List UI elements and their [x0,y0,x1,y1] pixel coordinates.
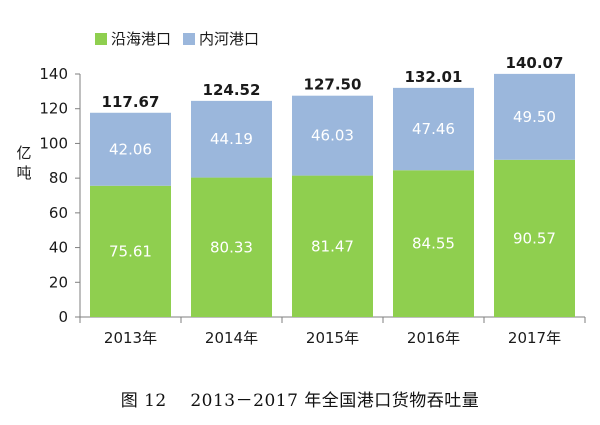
data-label-inland: 46.03 [311,127,354,145]
data-label-coastal: 75.61 [109,242,152,260]
bar-segment-coastal [90,185,171,317]
x-tick-label: 2015年 [306,329,359,347]
y-axis-label-char: 吨 [16,164,31,182]
bar-segment-coastal [494,159,575,317]
data-label-total: 124.52 [203,81,261,99]
bar-segment-inland [292,95,373,176]
bar-segment-inland [393,87,474,171]
legend-swatch-inland [183,33,195,45]
y-tick-label: 20 [49,273,68,291]
y-tick-label: 100 [39,134,68,152]
data-labels: 75.61 42.06 117.67 80.33 44.19 124.52 81.47 46.… [102,54,564,261]
x-tick-label: 2016年 [407,329,460,347]
y-tick-label: 140 [39,65,68,83]
bars [90,73,575,317]
x-tick-label: 2013年 [104,329,157,347]
axes: 0 20 40 60 80 100 120 140 亿吨 2013年 2014年 2015年 2016年… [16,65,586,347]
bar-segment-inland [90,112,171,186]
x-tick-label: 2017年 [508,329,561,347]
figure-caption: 图 12 2013－2017 年全国港口货物吞吐量 [0,386,600,411]
data-label-coastal: 81.47 [311,237,354,255]
y-axis-label: 亿吨 [16,144,31,182]
data-label-coastal: 80.33 [210,238,253,256]
bar-segment-coastal [292,175,373,317]
data-label-inland: 49.50 [513,108,556,126]
figure-title: 2013－2017 年全国港口货物吞吐量 [190,391,480,411]
data-label-coastal: 84.55 [412,235,455,253]
data-label-coastal: 90.57 [513,229,556,247]
data-label-total: 127.50 [304,76,362,94]
legend-label-coastal: 沿海港口 [111,30,171,48]
bar-segment-inland [494,73,575,160]
legend-swatch-coastal [95,33,107,45]
bar-segment-inland [191,100,272,178]
legend: 沿海港口 内河港口 [95,30,259,48]
bar-segment-coastal [393,170,474,317]
bar-segment-coastal [191,177,272,317]
y-tick-label: 40 [49,239,68,257]
y-axis-label-char: 亿 [16,144,31,162]
data-label-total: 117.67 [102,93,160,111]
y-tick-label: 60 [49,204,68,222]
y-tick-label: 0 [58,308,68,326]
data-label-inland: 47.46 [412,120,455,138]
y-tick-label: 80 [49,169,68,187]
y-tick-label: 120 [39,100,68,118]
stacked-bar-chart: 沿海港口 内河港口 0 20 40 60 80 100 120 140 亿吨 2013年 2014年 2… [16,30,586,347]
figure-number: 图 12 [120,391,167,411]
x-tick-label: 2014年 [205,329,258,347]
data-label-inland: 42.06 [109,140,152,158]
data-label-inland: 44.19 [210,130,253,148]
data-label-total: 132.01 [405,68,463,86]
legend-label-inland: 内河港口 [199,30,259,48]
data-label-total: 140.07 [506,54,564,72]
